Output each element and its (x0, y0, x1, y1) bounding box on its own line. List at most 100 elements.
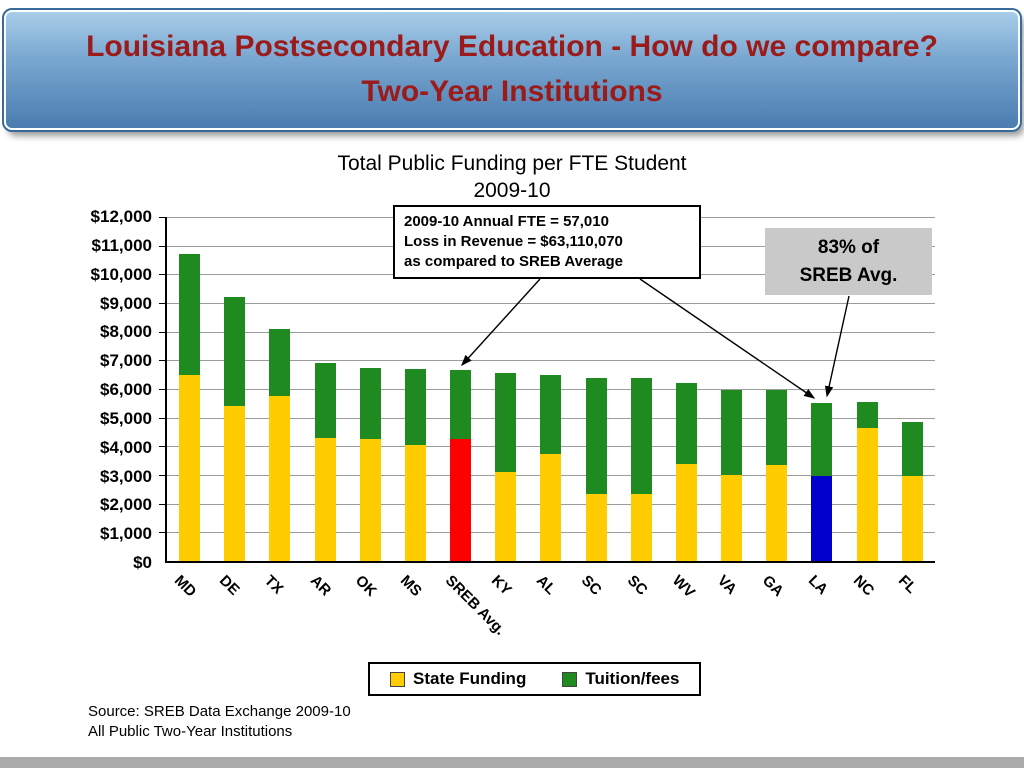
bar-segment-tuition-fees (811, 403, 833, 477)
legend-item-tuition-fees: Tuition/fees (562, 669, 679, 689)
x-tick-label: GA (759, 572, 788, 600)
x-tick-label: DE (215, 572, 243, 599)
chart-legend: State Funding Tuition/fees (368, 662, 702, 696)
source-note: Source: SREB Data Exchange 2009-10 All P… (88, 702, 351, 742)
y-tick-label: $12,000 (90, 207, 152, 226)
x-tick-label: AR (306, 572, 334, 600)
annotation-line1: 2009-10 Annual FTE = 57,010 (404, 213, 609, 230)
bar-segment-state-funding (540, 453, 562, 561)
bar-segment-tuition-fees (585, 377, 607, 494)
bar-tx (257, 217, 302, 561)
legend-label-tuition-fees: Tuition/fees (585, 669, 680, 688)
source-line2: All Public Two-Year Institutions (88, 723, 293, 740)
bar-segment-state-funding (585, 493, 607, 561)
annotation-line2: Loss in Revenue = $63,110,070 (404, 233, 623, 250)
y-tick-label: $1,000 (100, 524, 152, 544)
x-tick-label: AL (532, 572, 560, 599)
bar-al (528, 217, 573, 561)
gridline (159, 331, 935, 333)
bar-ms (393, 217, 438, 561)
callout-line1: 83% of (817, 237, 880, 258)
bar-segment-tuition-fees (495, 373, 517, 473)
y-tick-label: $11,000 (91, 235, 152, 255)
bar-de (212, 217, 257, 561)
bar-segment-tuition-fees (224, 297, 246, 407)
bar-segment-tuition-fees (179, 254, 201, 375)
x-tick-label: VA (714, 572, 741, 598)
y-tick-label: $4,000 (100, 437, 152, 457)
bar-segment-state-funding (404, 444, 426, 561)
chart-title-line1: Total Public Funding per FTE Student (337, 152, 687, 175)
callout-line2: SREB Avg. (799, 265, 898, 286)
bar-segment-state-funding (766, 464, 788, 561)
bar-segment-state-funding (495, 472, 517, 561)
bar-segment-tuition-fees (540, 374, 562, 454)
bar-segment-tuition-fees (675, 383, 697, 464)
x-tick-label: SC (623, 572, 651, 599)
bar-segment-state-funding (811, 476, 833, 561)
bar-segment-state-funding (269, 396, 291, 561)
y-tick-label: $0 (133, 553, 152, 572)
bar-sc (619, 217, 664, 561)
bar-segment-state-funding (630, 493, 652, 561)
gridline (159, 360, 935, 362)
y-tick-label: $5,000 (100, 408, 152, 428)
x-tick-label: FL (895, 572, 921, 597)
slide-title-banner: Louisiana Postsecondary Education - How … (2, 8, 1022, 132)
slide-title-line2: Two-Year Institutions (361, 75, 663, 108)
bar-va (709, 217, 754, 561)
bar-la (799, 217, 844, 561)
bar-segment-tuition-fees (766, 390, 788, 465)
bar-ar (303, 217, 348, 561)
x-tick-label: MS (397, 572, 426, 600)
legend-item-state-funding: State Funding (390, 669, 526, 689)
y-tick-label: $10,000 (90, 264, 152, 284)
bar-wv (664, 217, 709, 561)
annotation-box: 2009-10 Annual FTE = 57,010 Loss in Reve… (393, 205, 701, 279)
bar-ga (754, 217, 799, 561)
bar-segment-tuition-fees (856, 401, 878, 428)
bar-segment-state-funding (856, 427, 878, 561)
x-tick-label: LA (804, 572, 831, 599)
bar-segment-tuition-fees (630, 377, 652, 494)
y-axis-labels: $12,000 $11,000 $10,000 $9,000 $8,000 $7,000 $… (30, 207, 152, 572)
bar-md (167, 217, 212, 561)
bar-segment-tuition-fees (269, 328, 291, 397)
bar-segment-state-funding (721, 475, 743, 561)
bar-segment-state-funding (359, 439, 381, 561)
bar-sc (574, 217, 619, 561)
slide-title-line1: Louisiana Postsecondary Education - How … (86, 30, 938, 63)
x-tick-label: KY (487, 572, 515, 599)
y-tick-label: $2,000 (100, 495, 152, 515)
bar-segment-state-funding (179, 374, 201, 561)
x-tick-label: SC (578, 572, 606, 599)
chart-title: Total Public Funding per FTE Student 200… (0, 150, 1024, 204)
gridline (159, 303, 935, 304)
bar-ok (348, 217, 393, 561)
x-tick-label: MD (170, 572, 200, 601)
bar-segment-state-funding (675, 463, 697, 561)
legend-swatch-tuition-fees (562, 671, 578, 687)
legend-label-state-funding: State Funding (413, 669, 527, 688)
chart-title-line2: 2009-10 (473, 179, 551, 202)
source-line1: Source: SREB Data Exchange 2009-10 (88, 703, 351, 720)
y-tick-label: $7,000 (100, 351, 152, 371)
bar-ky (483, 217, 528, 561)
x-axis-labels: MD DE TX AR OK MS SREB Avg. KY AL SC SC WV VA GA LA NC F… (165, 566, 935, 651)
bars-layer (167, 217, 935, 561)
y-tick-label: $6,000 (100, 380, 152, 399)
bar-segment-tuition-fees (450, 370, 472, 440)
bar-nc (845, 217, 890, 561)
bar-segment-state-funding (901, 476, 923, 561)
bar-sreb-avg- (438, 217, 483, 561)
bar-segment-tuition-fees (404, 368, 426, 445)
bar-segment-state-funding (450, 439, 472, 561)
x-tick-label: OK (351, 572, 380, 600)
bar-segment-tuition-fees (721, 390, 743, 475)
bar-segment-tuition-fees (901, 421, 923, 477)
bar-segment-tuition-fees (359, 367, 381, 440)
legend-swatch-state-funding (390, 671, 405, 687)
y-tick-label: $3,000 (100, 466, 152, 486)
y-tick-label: $9,000 (100, 293, 152, 313)
